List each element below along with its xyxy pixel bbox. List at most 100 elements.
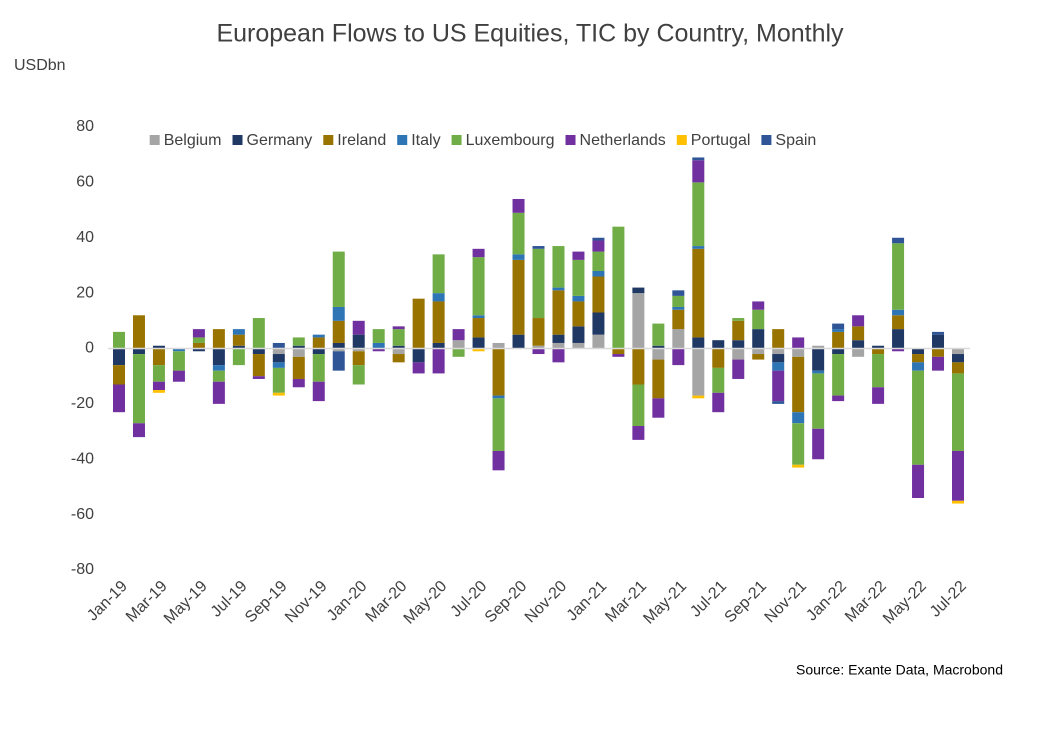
bar-segment bbox=[212, 329, 225, 349]
bar-segment bbox=[952, 450, 964, 501]
bar-segment bbox=[872, 387, 885, 404]
bar-segment bbox=[612, 354, 625, 357]
bar-segment bbox=[572, 301, 585, 327]
bar-segment bbox=[872, 345, 885, 349]
x-tick-label: Jan-22 bbox=[803, 578, 850, 625]
bar-segment bbox=[372, 348, 385, 352]
bar-segment bbox=[892, 348, 905, 352]
bar-segment bbox=[392, 348, 405, 355]
legend-label: Luxembourg bbox=[466, 132, 555, 149]
bar-segment bbox=[672, 309, 685, 330]
legend-swatch bbox=[451, 135, 462, 145]
bar-segment bbox=[672, 306, 685, 310]
bar-segment bbox=[532, 318, 545, 346]
bar-segment bbox=[512, 198, 525, 213]
bar-segment bbox=[832, 331, 845, 349]
bar-segment bbox=[492, 450, 505, 471]
bar-segment bbox=[632, 426, 645, 440]
bar-segment bbox=[892, 315, 905, 330]
bar-segment bbox=[552, 287, 565, 291]
bar-segment bbox=[572, 326, 585, 343]
bar-segment bbox=[432, 348, 445, 374]
bar-segment bbox=[692, 246, 705, 249]
bar-segment bbox=[892, 329, 905, 349]
bar-segment bbox=[792, 348, 805, 357]
bar-segment bbox=[532, 248, 545, 319]
bar-segment bbox=[152, 390, 165, 393]
bar-segment bbox=[212, 370, 225, 382]
bar-segment bbox=[392, 345, 405, 349]
bar-segment bbox=[892, 243, 905, 310]
bar-segment bbox=[212, 365, 225, 371]
bar-segment bbox=[572, 259, 585, 296]
bar-segment bbox=[632, 293, 645, 349]
bar-segment bbox=[472, 315, 485, 319]
x-tick-label: May-20 bbox=[401, 578, 451, 628]
bar-segment bbox=[692, 395, 705, 399]
bar-segment bbox=[472, 337, 485, 349]
bar-segment bbox=[113, 384, 125, 413]
legend-label: Ireland bbox=[337, 132, 386, 149]
legend-swatch bbox=[149, 135, 160, 145]
x-tick-label: Nov-20 bbox=[522, 578, 571, 627]
bar-segment bbox=[512, 334, 525, 349]
bar-segment bbox=[492, 348, 505, 396]
bar-segment bbox=[752, 309, 765, 330]
bar-segment bbox=[712, 392, 725, 413]
bar-segment bbox=[492, 395, 505, 399]
bar-segment bbox=[772, 370, 785, 402]
legend-swatch bbox=[565, 135, 576, 145]
bar-segment bbox=[792, 356, 805, 413]
bar-segment bbox=[132, 423, 145, 438]
bar-segment bbox=[472, 248, 485, 258]
bar-segment bbox=[752, 354, 765, 360]
bar-segment bbox=[772, 354, 785, 363]
bar-segment bbox=[352, 351, 365, 366]
bar-segment bbox=[532, 246, 545, 249]
bar-segment bbox=[392, 326, 405, 330]
bar-segment bbox=[472, 318, 485, 338]
x-tick-label: Jan-19 bbox=[84, 578, 131, 625]
bar-segment bbox=[113, 331, 125, 349]
bar-segment bbox=[272, 362, 285, 368]
bar-segment bbox=[732, 340, 745, 349]
legend-label: Italy bbox=[411, 132, 440, 149]
x-tick-label: Sep-21 bbox=[722, 578, 771, 627]
y-tick-label: -80 bbox=[71, 561, 94, 578]
bar-segment bbox=[812, 348, 825, 371]
bar-segment bbox=[732, 359, 745, 379]
bar-segment bbox=[632, 384, 645, 427]
legend-label: Spain bbox=[775, 132, 816, 149]
x-tick-label: May-21 bbox=[640, 578, 690, 628]
bar-segment bbox=[832, 323, 845, 330]
bar-segment bbox=[812, 345, 825, 349]
bar-segment bbox=[652, 345, 665, 349]
bar-segment bbox=[312, 381, 325, 402]
bar-segment bbox=[672, 348, 685, 366]
bar-segment bbox=[432, 342, 445, 349]
bar-segment bbox=[132, 315, 145, 349]
bar-segment bbox=[512, 254, 525, 260]
bar-segment bbox=[652, 323, 665, 346]
bar-segment bbox=[772, 362, 785, 371]
bar-segment bbox=[332, 251, 345, 307]
bar-segment bbox=[832, 348, 845, 355]
bar-segment bbox=[152, 365, 165, 382]
bar-segment bbox=[952, 348, 964, 355]
bar-segment bbox=[752, 329, 765, 349]
bar-segment bbox=[472, 257, 485, 316]
bar-segment bbox=[432, 301, 445, 343]
bar-segment bbox=[192, 337, 205, 343]
bar-segment bbox=[272, 354, 285, 363]
bar-segment bbox=[232, 345, 245, 349]
bar-segment bbox=[612, 348, 625, 355]
source-note: Source: Exante Data, Macrobond bbox=[796, 662, 1003, 678]
bar-segment bbox=[352, 348, 365, 352]
bar-segment bbox=[652, 359, 665, 399]
legend-label: Netherlands bbox=[580, 132, 666, 149]
bar-segment bbox=[672, 290, 685, 296]
bar-segment bbox=[312, 334, 325, 338]
bar-segment bbox=[352, 334, 365, 349]
bar-segment bbox=[572, 295, 585, 302]
